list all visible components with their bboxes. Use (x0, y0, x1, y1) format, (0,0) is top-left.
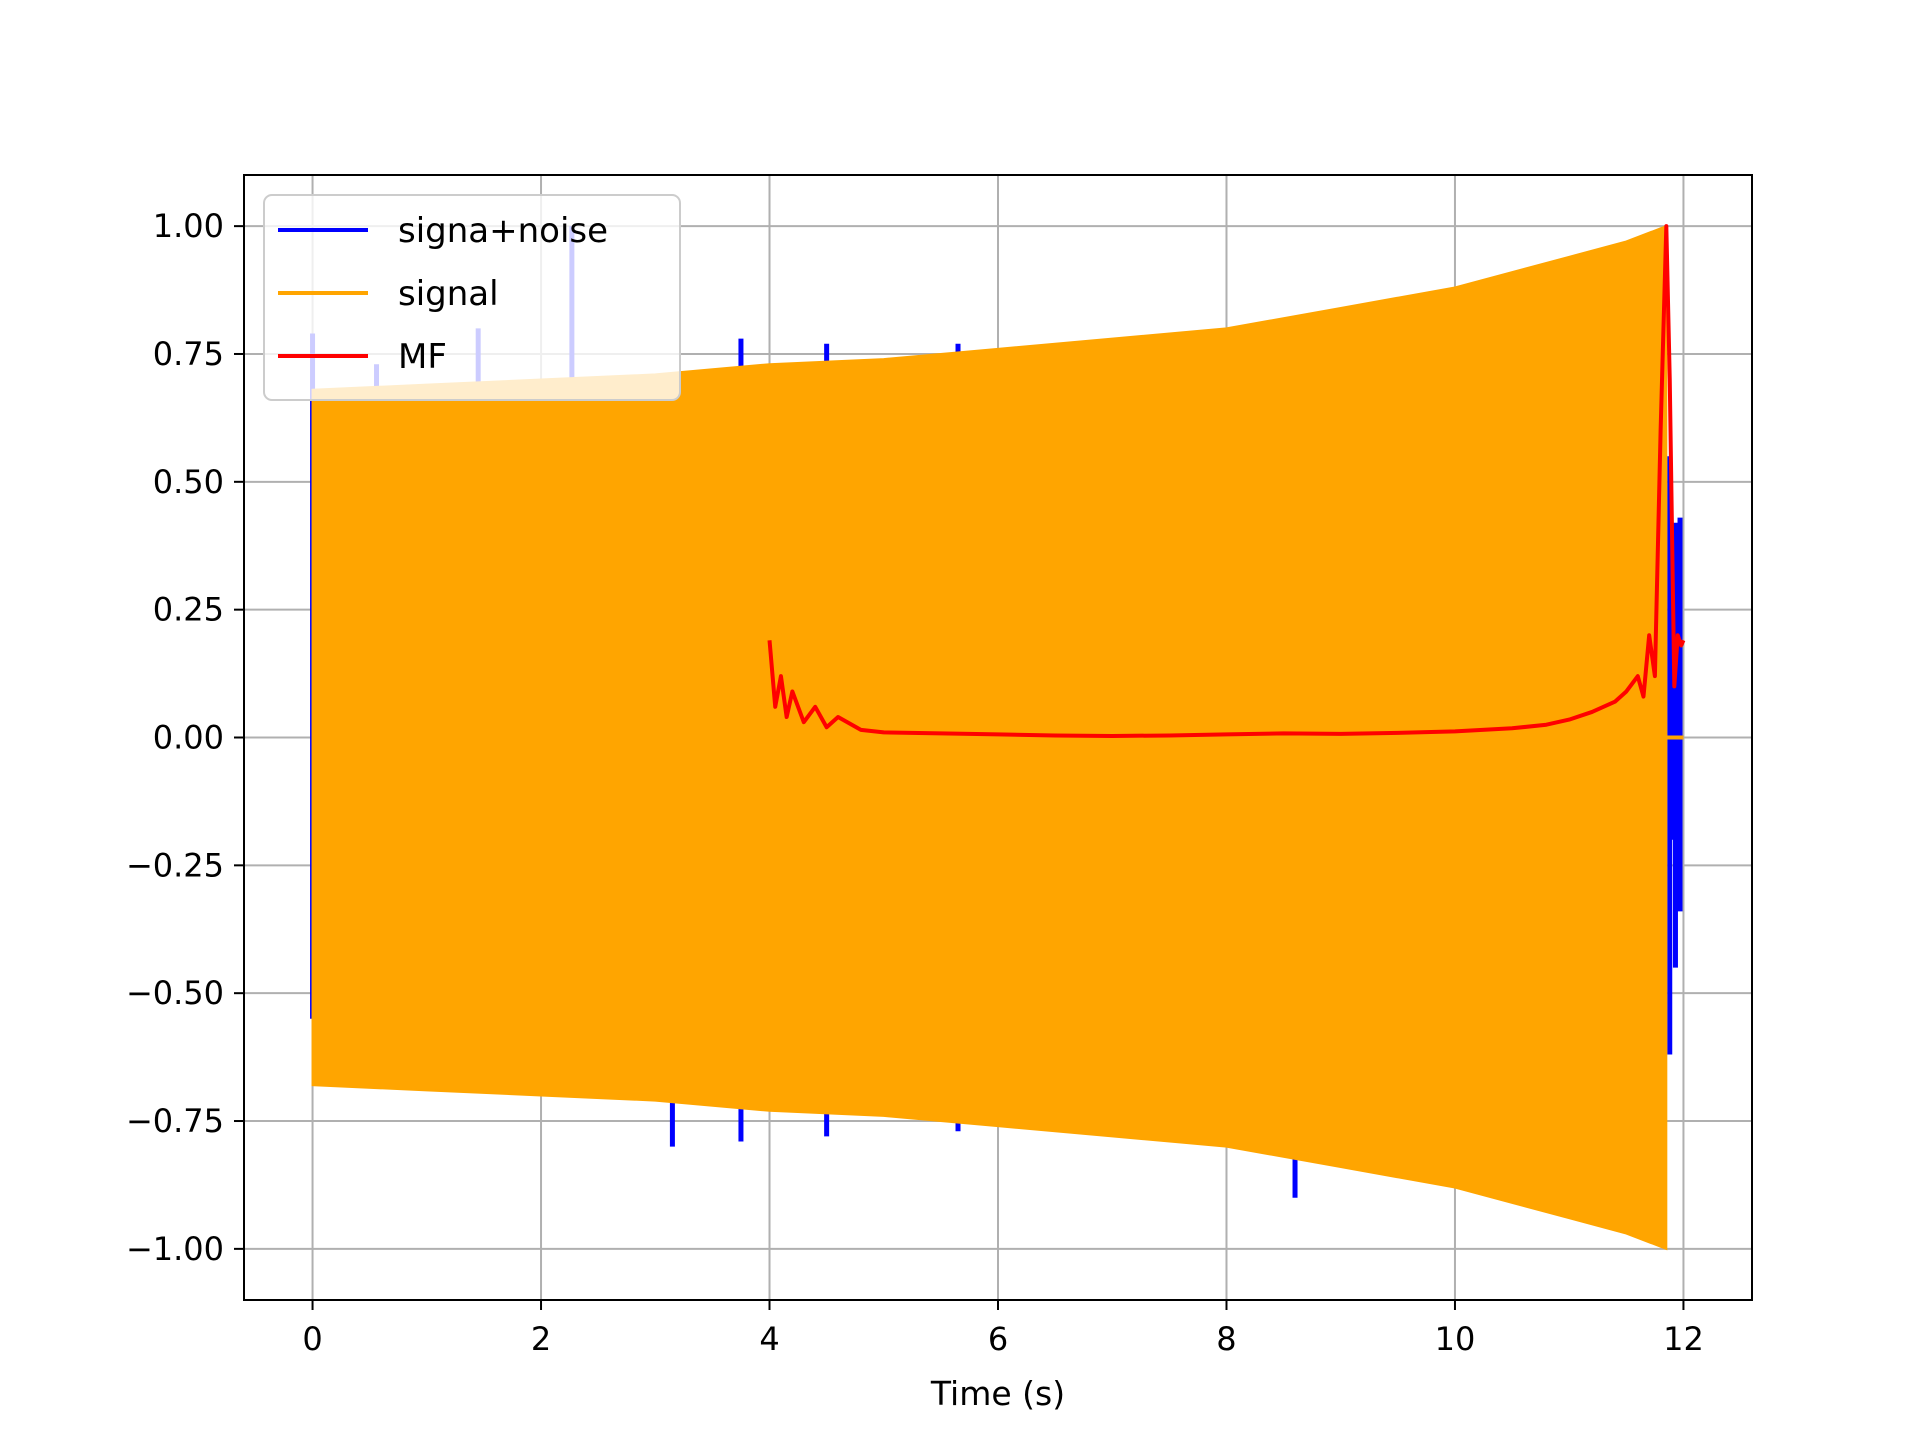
legend: signa+noise signal MF (263, 194, 681, 401)
x-tick-label: 0 (302, 1320, 322, 1358)
x-tick-label: 10 (1435, 1320, 1476, 1358)
y-tick-label: 0.00 (153, 719, 224, 757)
y-tick-label: 0.50 (153, 463, 224, 501)
signal-envelope (311, 224, 1668, 1251)
x-tick-label: 12 (1663, 1320, 1704, 1358)
legend-label: MF (398, 337, 447, 377)
y-tick-label: −0.50 (126, 974, 224, 1012)
legend-label: signal (398, 274, 499, 314)
y-tick-label: 0.25 (153, 591, 224, 629)
y-tick-label: −0.75 (126, 1102, 224, 1140)
signal-series (311, 224, 1684, 1251)
mf-line (767, 224, 1686, 738)
y-tick-label: 1.00 (153, 207, 224, 245)
legend-box (263, 194, 681, 401)
y-tick-label: −1.00 (126, 1230, 224, 1268)
x-tick-label: 4 (759, 1320, 779, 1358)
x-axis-title: Time (s) (930, 1374, 1065, 1413)
ticks: 0 2 4 6 8 10 12 1.00 0.75 0.50 0.25 0.00 −0.25 −0.50 −… (126, 207, 1704, 1358)
x-tick-label: 2 (531, 1320, 551, 1358)
y-tick-label: −0.25 (126, 846, 224, 884)
mf-series (767, 224, 1686, 738)
legend-label: signa+noise (398, 211, 608, 251)
y-tick-label: 0.75 (153, 335, 224, 373)
x-tick-label: 8 (1216, 1320, 1236, 1358)
x-tick-label: 6 (988, 1320, 1008, 1358)
